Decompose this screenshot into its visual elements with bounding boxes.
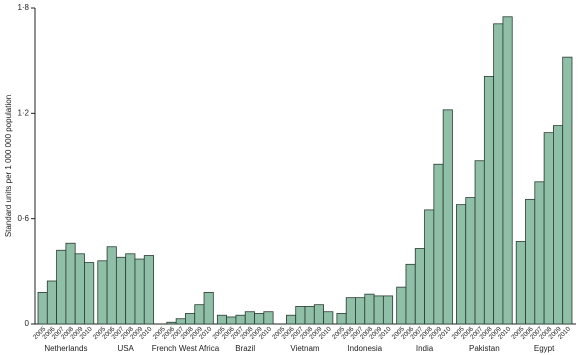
bar xyxy=(46,280,57,325)
bar xyxy=(203,291,214,325)
bar xyxy=(534,181,545,325)
bar xyxy=(244,311,255,325)
x-category-label: Netherlands xyxy=(44,344,87,353)
x-category-label: Egypt xyxy=(534,344,555,353)
bar xyxy=(175,318,186,325)
bar xyxy=(474,160,485,325)
bar xyxy=(106,246,117,325)
bar xyxy=(364,293,375,325)
y-tick-label: 1·8 xyxy=(17,3,29,12)
bar xyxy=(84,262,95,325)
x-category-label: India xyxy=(416,344,434,353)
bar xyxy=(304,306,315,325)
bar xyxy=(456,204,467,325)
y-tick-label: 1·2 xyxy=(17,108,29,117)
bar xyxy=(414,248,425,325)
bar xyxy=(97,260,108,325)
bar xyxy=(56,249,67,325)
bar xyxy=(355,297,366,325)
bar xyxy=(502,16,513,325)
bar xyxy=(254,313,265,325)
x-category-label: French West Africa xyxy=(152,344,220,353)
bar xyxy=(143,255,154,325)
bar xyxy=(493,23,504,325)
y-tick-label: 0·6 xyxy=(17,214,29,223)
bar xyxy=(345,297,356,325)
bar xyxy=(562,56,573,325)
bar xyxy=(433,163,444,325)
bar xyxy=(515,241,526,325)
bar xyxy=(226,316,237,325)
bar xyxy=(125,253,136,325)
bar xyxy=(166,321,177,325)
x-category-label: Indonesia xyxy=(347,344,382,353)
bar xyxy=(336,313,347,325)
bar xyxy=(286,314,297,325)
bar xyxy=(465,197,476,325)
bar xyxy=(263,311,274,325)
bar xyxy=(235,314,246,325)
bar xyxy=(405,263,416,325)
bar xyxy=(382,295,394,325)
y-tick-label: 0 xyxy=(25,319,30,328)
bar xyxy=(134,258,145,325)
bar xyxy=(323,311,334,325)
bar xyxy=(65,242,76,325)
bar xyxy=(553,125,564,325)
x-category-label: Vietnam xyxy=(290,344,320,353)
bar xyxy=(525,198,536,325)
bar xyxy=(216,314,228,325)
bar xyxy=(194,304,205,325)
x-category-label: USA xyxy=(117,344,134,353)
x-category-label: Brazil xyxy=(235,344,255,353)
bar xyxy=(313,304,324,325)
bar xyxy=(115,256,127,325)
bar xyxy=(396,286,407,325)
bar xyxy=(483,76,495,325)
x-category-label: Pakistan xyxy=(469,344,500,353)
bar xyxy=(74,253,85,325)
bar xyxy=(543,132,554,325)
bar xyxy=(442,109,453,325)
bar xyxy=(373,295,384,325)
y-axis-label: Standard units per 1 000 000 population xyxy=(4,95,13,237)
bar xyxy=(37,291,48,325)
bar xyxy=(295,306,306,325)
bar xyxy=(424,209,435,325)
bar xyxy=(185,313,196,325)
